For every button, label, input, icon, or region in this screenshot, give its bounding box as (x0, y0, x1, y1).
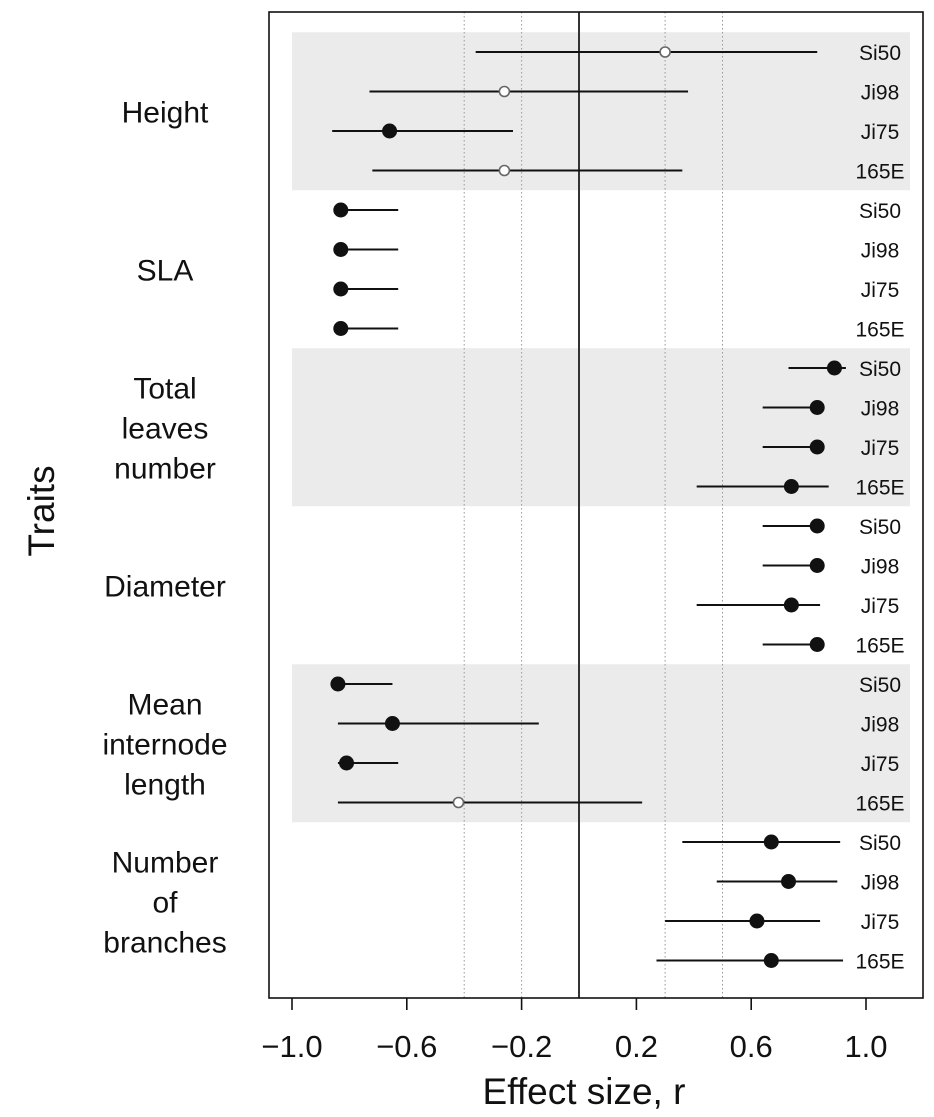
effect-point-4-1 (384, 716, 400, 731)
x-axis-title: Effect size, r (483, 1071, 686, 1112)
x-tick-label-4: 0.6 (730, 1029, 773, 1064)
effect-point-5-2 (749, 913, 765, 929)
site-label-2-3: 165E (855, 477, 904, 500)
effect-point-1-1 (333, 242, 349, 257)
trait-band-2 (292, 348, 910, 507)
trait-band-4 (292, 664, 910, 823)
trait-bands (292, 32, 910, 823)
site-label-3-0: Si50 (859, 516, 901, 539)
x-tick-label-0: −1.0 (261, 1029, 322, 1064)
effect-point-5-1 (781, 874, 797, 889)
site-label-3-1: Ji98 (861, 556, 900, 579)
effect-point-4-2 (339, 755, 355, 771)
effect-point-1-2 (333, 281, 349, 297)
site-label-5-1: Ji98 (861, 872, 900, 895)
site-label-2-0: Si50 (859, 358, 901, 381)
trait-label-3-line-0: Diameter (104, 570, 226, 603)
trait-label-5-line-1: of (152, 886, 178, 919)
effect-point-2-1 (809, 400, 825, 415)
site-label-0-0: Si50 (859, 42, 901, 65)
gridlines (463, 12, 723, 998)
site-label-3-2: Ji75 (861, 595, 900, 618)
effect-point-5-0 (763, 834, 779, 850)
trait-band-0 (292, 32, 910, 191)
effect-point-0-3 (498, 164, 511, 177)
site-label-1-0: Si50 (859, 200, 901, 223)
trait-labels: Height SLA Total leaves number Diameter Mean in… (102, 96, 227, 959)
effect-point-4-3 (452, 796, 465, 809)
effect-size-marks (330, 46, 846, 968)
effect-point-0-0 (659, 46, 671, 58)
effect-point-1-3 (333, 321, 349, 336)
effect-point-3-1 (809, 558, 825, 573)
plot-frame (268, 11, 924, 999)
site-label-3-3: 165E (855, 635, 904, 658)
x-tick-label-2: −0.2 (491, 1029, 552, 1064)
site-label-4-1: Ji98 (861, 714, 900, 737)
effect-point-0-1 (498, 85, 511, 98)
effect-point-3-2 (783, 597, 799, 613)
trait-label-4-line-2: length (124, 768, 206, 801)
x-tick-label-1: −0.6 (376, 1029, 437, 1064)
site-label-4-0: Si50 (859, 674, 901, 697)
trait-label-4-line-1: internode (102, 728, 227, 761)
effect-point-0-2 (382, 123, 398, 139)
site-label-2-1: Ji98 (861, 398, 900, 421)
trait-label-0-line-0: Height (122, 96, 209, 129)
x-tick-label-3: 0.2 (615, 1029, 658, 1064)
site-label-4-2: Ji75 (861, 753, 900, 776)
effect-point-3-3 (809, 637, 825, 652)
site-label-1-3: 165E (855, 319, 904, 342)
y-axis-title: Traits (21, 465, 62, 556)
trait-label-1-line-0: SLA (137, 254, 194, 287)
x-tick-label-5: 1.0 (844, 1029, 887, 1064)
site-label-4-3: 165E (855, 793, 904, 816)
site-labels: Si50 Ji98 Ji75 165E Si50 Ji98 Ji75 165E Si50 Ji98… (855, 42, 904, 974)
site-label-2-2: Ji75 (861, 437, 900, 460)
effect-point-4-0 (330, 676, 346, 692)
effect-point-2-0 (826, 360, 842, 376)
effect-point-2-3 (783, 479, 799, 494)
site-label-0-1: Ji98 (861, 82, 900, 105)
site-label-1-2: Ji75 (861, 279, 900, 302)
trait-label-2-line-0: Total (133, 372, 196, 405)
trait-label-5-line-0: Number (112, 846, 219, 879)
effect-point-2-2 (809, 439, 825, 455)
site-label-0-2: Ji75 (861, 121, 900, 144)
trait-label-4-line-0: Mean (127, 688, 202, 721)
site-label-5-2: Ji75 (861, 911, 900, 934)
trait-label-5-line-2: branches (103, 926, 226, 959)
effect-point-5-3 (763, 953, 779, 968)
effect-point-1-0 (333, 202, 349, 218)
site-label-5-0: Si50 (859, 832, 901, 855)
x-axis: −1.0 −0.6 −0.2 0.2 0.6 1.0 (261, 998, 888, 1064)
trait-label-2-line-2: number (114, 452, 216, 485)
site-label-1-1: Ji98 (861, 240, 900, 263)
site-label-0-3: 165E (855, 161, 904, 184)
trait-label-2-line-1: leaves (122, 412, 209, 445)
effect-point-3-0 (809, 518, 825, 534)
site-label-5-3: 165E (855, 951, 904, 974)
